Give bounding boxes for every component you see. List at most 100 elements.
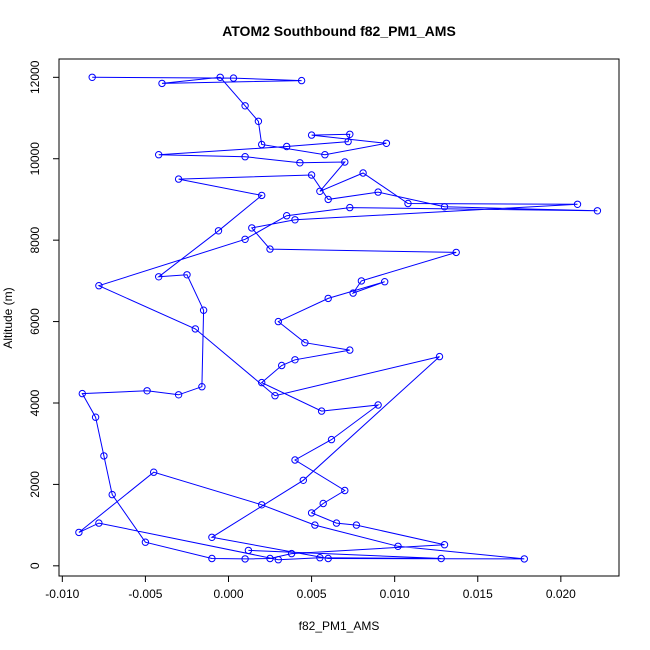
data-point xyxy=(346,130,354,139)
data-point xyxy=(258,140,266,149)
data-point xyxy=(593,207,602,215)
y-tick-label: 12000 xyxy=(28,60,42,94)
data-point xyxy=(78,389,87,398)
data-point xyxy=(327,435,336,444)
data-point xyxy=(241,102,249,110)
y-tick-label: 4000 xyxy=(28,389,42,416)
data-point xyxy=(332,519,341,527)
data-point xyxy=(319,499,327,508)
x-tick-label: 0.010 xyxy=(380,587,410,601)
data-point xyxy=(324,195,332,204)
data-point xyxy=(183,271,191,279)
data-point xyxy=(150,468,158,476)
data-point xyxy=(208,554,216,563)
data-point xyxy=(88,73,96,82)
x-tick-label: 0.005 xyxy=(297,587,327,601)
x-tick-label: -0.010 xyxy=(45,587,79,601)
data-point xyxy=(316,554,324,562)
y-axis: 0 2000 4000 6000 8000 10000 12000 xyxy=(28,60,60,569)
data-point xyxy=(299,476,307,484)
series-line xyxy=(78,76,598,561)
data-point xyxy=(346,346,354,354)
data-point xyxy=(296,159,304,167)
data-point xyxy=(141,538,150,546)
data-point xyxy=(100,452,108,460)
data-point xyxy=(307,509,316,517)
data-point xyxy=(341,158,349,166)
data-point xyxy=(244,546,253,555)
y-tick-label: 10000 xyxy=(28,142,42,176)
data-point xyxy=(274,317,282,326)
data-point xyxy=(324,554,332,563)
plot-frame xyxy=(58,58,620,577)
data-point xyxy=(248,224,256,232)
data-point xyxy=(258,191,266,200)
data-point xyxy=(287,549,296,558)
data-point xyxy=(158,79,166,88)
data-point xyxy=(316,187,324,196)
data-point xyxy=(283,212,291,220)
chart-title: ATOM2 Southbound f82_PM1_AMS xyxy=(222,23,456,39)
data-point xyxy=(108,490,116,499)
data-point xyxy=(95,519,103,527)
x-axis-label: f82_PM1_AMS xyxy=(299,619,380,633)
x-tick-label: 0.020 xyxy=(546,587,576,601)
data-point xyxy=(374,188,382,196)
data-point xyxy=(241,153,249,161)
data-point xyxy=(198,383,206,391)
data-point xyxy=(307,171,316,179)
data-point xyxy=(394,542,402,550)
data-point xyxy=(404,199,412,208)
x-tick-label: -0.005 xyxy=(128,587,162,601)
y-tick-label: 0 xyxy=(28,562,42,569)
data-point xyxy=(191,325,200,333)
data-point xyxy=(199,306,208,314)
data-point xyxy=(520,555,528,563)
data-point xyxy=(291,216,299,224)
data-point xyxy=(349,289,357,297)
data-point xyxy=(291,456,299,464)
data-point xyxy=(241,555,249,563)
data-point xyxy=(241,235,249,244)
data-point xyxy=(381,278,389,286)
data-point xyxy=(341,486,349,495)
y-tick-label: 8000 xyxy=(28,226,42,253)
series-layer xyxy=(75,73,602,564)
data-point xyxy=(321,151,329,159)
data-point xyxy=(382,139,391,148)
data-point xyxy=(291,356,299,364)
data-point xyxy=(229,74,238,82)
y-tick-label: 6000 xyxy=(28,308,42,335)
data-point xyxy=(283,142,291,151)
data-point xyxy=(440,541,449,549)
data-point xyxy=(95,282,103,290)
data-point xyxy=(437,554,445,563)
data-point xyxy=(573,200,582,209)
data-point xyxy=(346,203,354,212)
data-point xyxy=(352,521,361,529)
data-point xyxy=(344,137,352,146)
data-point xyxy=(91,413,100,421)
data-point xyxy=(301,339,309,347)
y-tick-label: 2000 xyxy=(28,471,42,498)
data-point xyxy=(266,245,274,253)
data-point xyxy=(254,117,263,126)
data-point xyxy=(258,501,266,509)
data-point xyxy=(271,392,279,400)
data-point xyxy=(174,391,183,399)
data-point xyxy=(174,175,183,183)
data-point xyxy=(216,73,224,82)
data-point xyxy=(440,203,449,211)
data-point xyxy=(155,273,163,281)
data-point xyxy=(75,528,83,537)
data-point xyxy=(297,76,306,85)
data-point xyxy=(208,533,216,541)
data-point xyxy=(214,227,223,235)
data-point xyxy=(359,169,367,177)
data-point xyxy=(278,361,286,370)
data-point xyxy=(274,556,282,564)
data-point xyxy=(374,401,382,409)
x-axis: -0.010 -0.005 0.000 0.005 0.010 0.015 0.020 xyxy=(45,575,576,601)
data-point xyxy=(266,554,274,563)
data-point xyxy=(317,407,326,415)
